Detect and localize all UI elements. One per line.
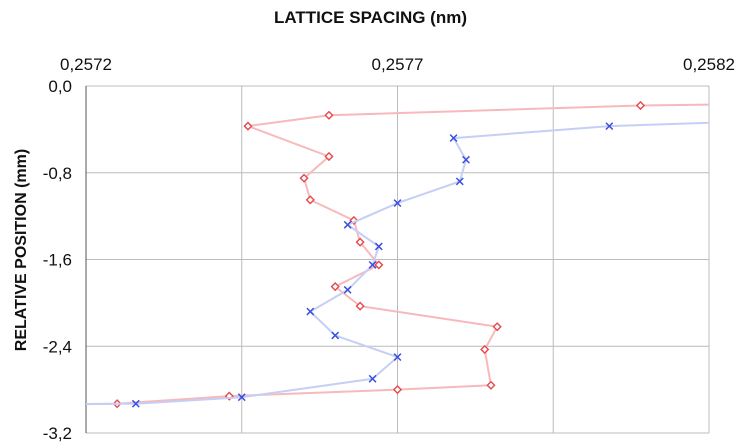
series-1-point xyxy=(324,151,334,162)
series-2-point xyxy=(131,399,140,408)
series-1 xyxy=(86,100,709,409)
series-1-point xyxy=(305,195,315,205)
series-1-point xyxy=(355,237,365,247)
series-1-point xyxy=(224,391,234,401)
series-1-point xyxy=(486,380,496,390)
series-1-point xyxy=(243,121,253,131)
y-tick-label: 0,0 xyxy=(48,77,72,96)
series-2-point xyxy=(605,122,614,131)
series-2-point xyxy=(237,393,246,402)
series-2-point xyxy=(393,353,402,362)
series-1-point xyxy=(374,260,384,270)
grid xyxy=(85,85,710,434)
series-1-point xyxy=(355,301,365,311)
series-2-point xyxy=(393,199,402,208)
series-2 xyxy=(86,121,709,408)
series-1-point xyxy=(480,344,490,355)
x-tick-label: 0,2582 xyxy=(683,55,735,74)
series-2-point xyxy=(343,220,352,229)
series-1-point xyxy=(492,322,502,332)
series-2-point xyxy=(368,260,377,269)
series-2-point xyxy=(343,285,352,294)
series-1-point xyxy=(330,282,340,292)
y-tick-label: -0,8 xyxy=(43,164,72,183)
x-tick-label: 0,2572 xyxy=(60,55,112,74)
series-2-point xyxy=(368,374,377,383)
series xyxy=(86,100,709,409)
series-1-point xyxy=(635,100,646,111)
series-1-point xyxy=(392,385,403,395)
y-tick-label: -1,6 xyxy=(43,251,72,270)
chart-title: LATTICE SPACING (nm) xyxy=(274,8,467,27)
series-2-point xyxy=(462,155,470,164)
y-tick-label: -2,4 xyxy=(43,337,72,356)
y-tick-label: -3,2 xyxy=(43,424,72,443)
series-2-point xyxy=(331,331,340,340)
series-1-line xyxy=(86,103,709,406)
x-tick-label: 0,2577 xyxy=(372,55,424,74)
series-2-point xyxy=(455,177,464,186)
tick-labels: 0,2572 0,2577 0,2582 0,0 -0,8 -1,6 -2,4 -3,2 xyxy=(43,55,735,443)
series-2-point xyxy=(306,307,315,316)
series-1-point xyxy=(324,110,334,120)
series-2-point xyxy=(374,242,383,251)
series-1-point xyxy=(299,173,309,183)
series-2-point xyxy=(449,134,458,142)
